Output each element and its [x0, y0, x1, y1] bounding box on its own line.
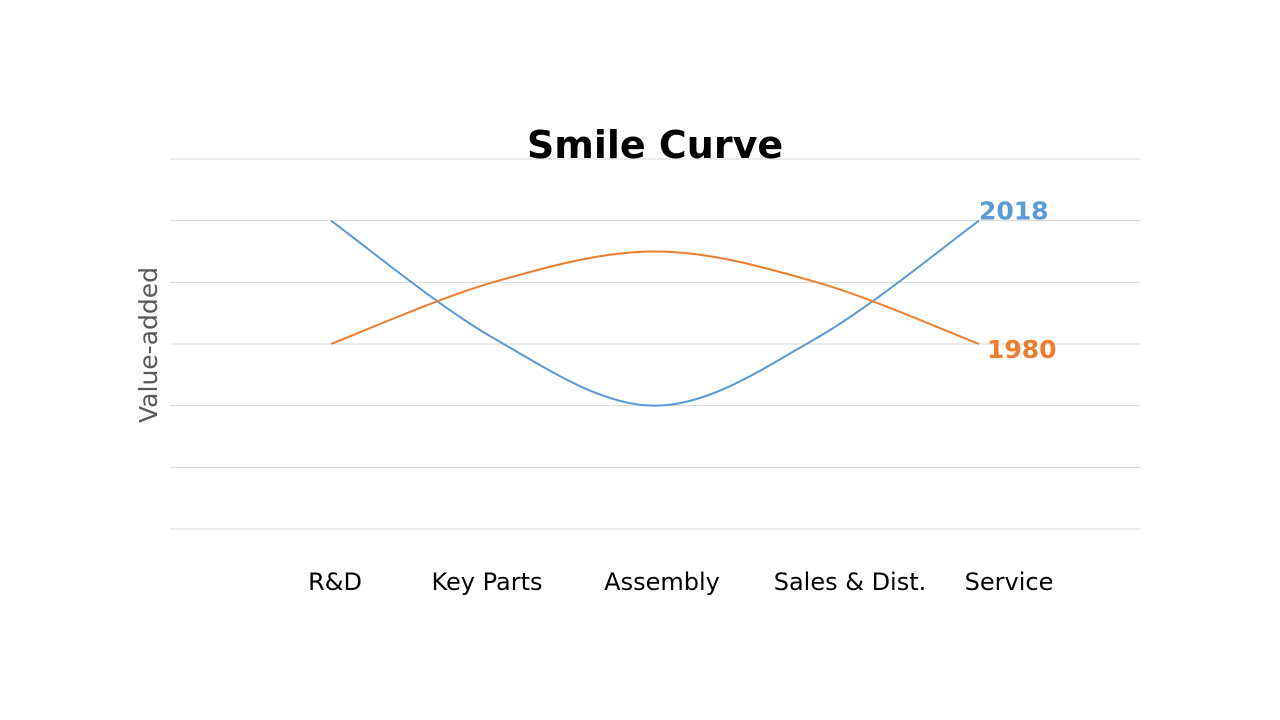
series-label-1980: 1980: [987, 335, 1057, 364]
y-axis-label: Value-added: [134, 267, 163, 423]
category-labels: R&D Key Parts Assembly Sales & Dist. Service: [308, 568, 1053, 596]
category-label: Assembly: [604, 568, 720, 596]
series-lines: [330, 219, 980, 407]
category-label: Service: [965, 568, 1054, 596]
series-line-2018: [330, 219, 980, 407]
category-label: R&D: [308, 568, 362, 596]
series-labels: 2018 1980: [979, 197, 1057, 364]
category-label: Key Parts: [431, 568, 542, 596]
category-label: Sales & Dist.: [774, 568, 927, 596]
series-label-2018: 2018: [979, 197, 1049, 226]
series-line-1980: [330, 250, 980, 345]
chart-title: Smile Curve: [527, 123, 783, 167]
